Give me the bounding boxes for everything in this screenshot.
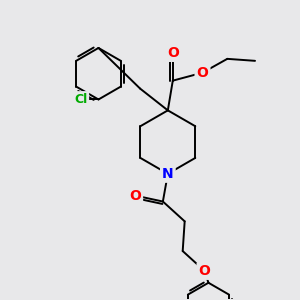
Text: N: N bbox=[162, 167, 174, 181]
Text: O: O bbox=[199, 264, 210, 278]
Text: O: O bbox=[167, 46, 179, 60]
Text: O: O bbox=[129, 189, 141, 202]
Text: O: O bbox=[196, 66, 208, 80]
Text: Cl: Cl bbox=[74, 93, 87, 106]
